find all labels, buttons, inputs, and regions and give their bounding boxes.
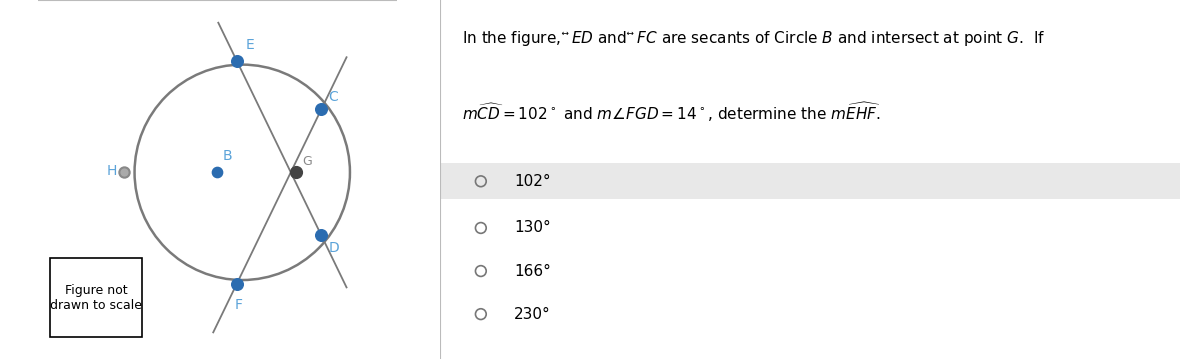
Text: B: B	[223, 149, 232, 163]
Point	[228, 58, 247, 64]
Text: 130°: 130°	[514, 220, 551, 236]
Text: F: F	[235, 298, 243, 312]
Text: $m\widehat{CD} = 102^\circ$ and $m\angle FGD = 14^\circ$, determine the $m\wideh: $m\widehat{CD} = 102^\circ$ and $m\angle…	[463, 101, 881, 123]
Point	[312, 232, 330, 238]
Bar	[440, 163, 1180, 199]
Point	[228, 281, 247, 286]
Text: 102°: 102°	[514, 174, 551, 189]
Point	[471, 268, 490, 274]
Text: 230°: 230°	[514, 307, 551, 322]
Text: H: H	[106, 164, 117, 177]
Text: G: G	[302, 155, 313, 168]
Text: D: D	[328, 241, 339, 255]
Point	[208, 169, 227, 175]
Point	[471, 311, 490, 317]
Bar	[51, 258, 142, 337]
Text: 166°: 166°	[514, 264, 551, 279]
Text: Figure not
drawn to scale: Figure not drawn to scale	[50, 284, 142, 312]
Point	[471, 225, 490, 231]
Text: E: E	[245, 38, 255, 52]
Text: C: C	[328, 90, 339, 104]
Point	[287, 169, 306, 175]
Point	[114, 169, 133, 175]
Point	[312, 107, 330, 112]
Point	[471, 178, 490, 184]
Text: In the figure, $\overleftrightarrow{ED}$ and $\overleftrightarrow{FC}$ are secan: In the figure, $\overleftrightarrow{ED}$…	[463, 29, 1045, 48]
